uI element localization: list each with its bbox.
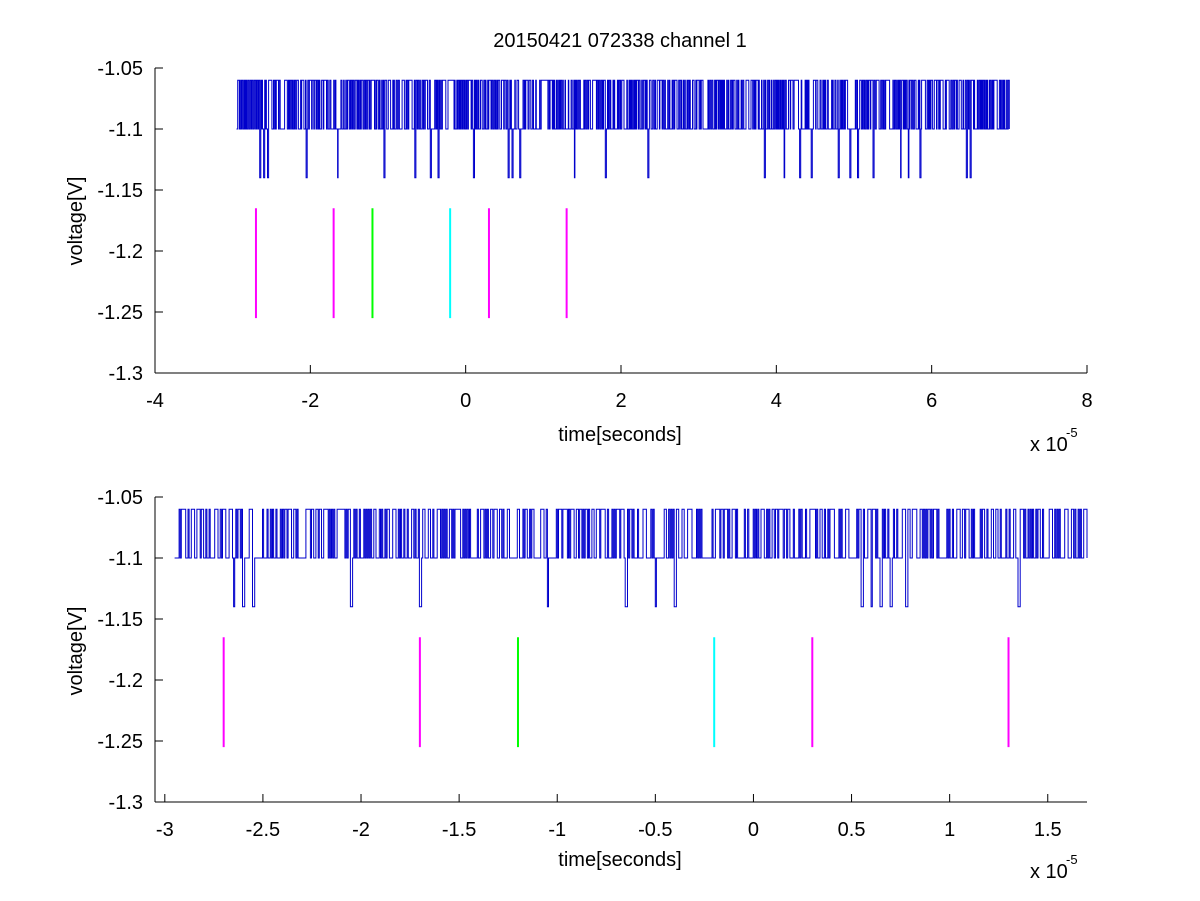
top-x-tick-label: 4	[771, 390, 782, 412]
bottom-x-tick-label: -1.5	[442, 819, 476, 841]
bottom-axes: -1.05 -1.1 -1.15 -1.2 -1.25 -1.3 -3 -2.5 -2 -1.5 -…	[97, 487, 1087, 841]
bottom-x-tick-label: 0	[748, 819, 759, 841]
bottom-x-multiplier-label: x 10	[1030, 861, 1068, 883]
top-x-axis-label: time[seconds]	[558, 424, 681, 446]
top-plot: -1.05 -1.1 -1.15 -1.2 -1.25 -1.3-4 -2 0 2 4 6 8 vol…	[65, 58, 1093, 456]
bottom-y-tick-label: -1.15	[97, 609, 143, 631]
top-y-tick-label: -1.05	[97, 58, 143, 80]
top-x-tick-label: 0	[460, 390, 471, 412]
top-y-axis-label: voltage[V]	[65, 177, 87, 266]
bottom-trace-group	[174, 508, 1088, 608]
top-x-tick-label: -4	[146, 390, 164, 412]
bottom-x-tick-label: 0.5	[838, 819, 866, 841]
top-x-tick-label: 6	[926, 390, 937, 412]
top-voltage-trace	[236, 79, 1010, 179]
bottom-y-tick-label: -1.05	[97, 487, 143, 509]
bottom-x-tick-label: 1.5	[1034, 819, 1062, 841]
bottom-y-tick-label: -1.2	[109, 670, 143, 692]
top-y-tick-label: -1.2	[109, 241, 143, 263]
bottom-x-tick-label: -2.5	[246, 819, 280, 841]
top-y-tick-label: -1.25	[97, 302, 143, 324]
bottom-x-tick-label: 1	[944, 819, 955, 841]
bottom-x-tick-label: -2	[352, 819, 370, 841]
bottom-y-axis-label: voltage[V]	[65, 607, 87, 696]
bottom-x-tick-label: -1	[548, 819, 566, 841]
top-y-tick-label: -1.15	[97, 180, 143, 202]
bottom-plot: -1.05 -1.1 -1.15 -1.2 -1.25 -1.3 -3 -2.5 -2 -1.5 -…	[65, 487, 1088, 883]
top-axes: -1.05 -1.1 -1.15 -1.2 -1.25 -1.3-4 -2 0 2 4 6 8	[97, 58, 1092, 412]
bottom-voltage-trace	[174, 508, 1088, 608]
bottom-x-multiplier-exponent: -5	[1066, 852, 1078, 867]
bottom-y-tick-label: -1.3	[109, 792, 143, 814]
top-markers	[254, 208, 568, 319]
figure-title: 20150421 072338 channel 1	[493, 30, 747, 52]
top-x-tick-label: -2	[301, 390, 319, 412]
bottom-y-tick-label: -1.1	[109, 548, 143, 570]
top-y-tick-label: -1.3	[109, 363, 143, 385]
bottom-x-axis-label: time[seconds]	[558, 849, 681, 871]
top-trace-group	[236, 79, 1010, 179]
top-x-tick-label: 8	[1081, 390, 1092, 412]
top-x-multiplier-label: x 10	[1030, 434, 1068, 456]
bottom-y-tick-label: -1.25	[97, 731, 143, 753]
top-x-multiplier-exponent: -5	[1066, 425, 1078, 440]
bottom-x-tick-label: -3	[156, 819, 174, 841]
bottom-x-tick-label: -0.5	[638, 819, 672, 841]
bottom-markers	[222, 637, 1010, 748]
top-x-tick-label: 2	[615, 390, 626, 412]
top-y-tick-label: -1.1	[109, 119, 143, 141]
